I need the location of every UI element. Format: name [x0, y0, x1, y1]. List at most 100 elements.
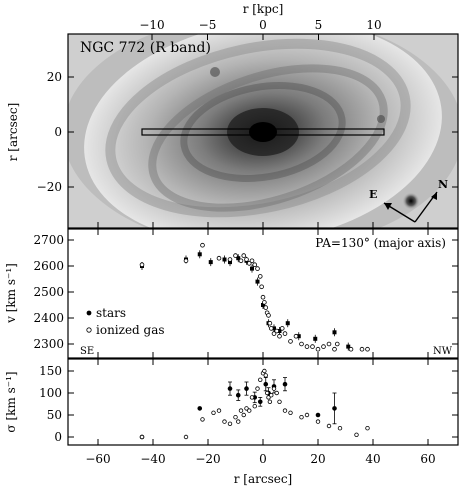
gas-dispersion-point: [315, 419, 321, 424]
bottom-axis-ticks: −60 −40 −20 0 20 40 60: [85, 222, 436, 466]
gas-velocity-point: [244, 257, 249, 262]
gas-dispersion-point: [326, 423, 332, 429]
dispersion-ytick-label: 150: [39, 364, 62, 378]
gas-dispersion-point: [249, 395, 255, 400]
dispersion-ytick-label: 50: [47, 408, 62, 422]
gas-velocity-point: [332, 346, 337, 352]
gas-dispersion-point: [252, 404, 257, 409]
gas-dispersion-point: [139, 434, 145, 440]
top-axis-label: r [kpc]: [243, 2, 284, 16]
east-arrow-icon: [384, 203, 392, 210]
gas-velocity-point: [259, 284, 264, 290]
stars-dispersion-point: [263, 381, 269, 387]
stars-dispersion-point: [227, 386, 233, 391]
legend-gas-label: ionized gas: [96, 323, 165, 337]
stars-velocity-point: [236, 256, 241, 261]
bottom-tick-label: 20: [310, 452, 325, 466]
gas-velocity-point: [293, 333, 299, 339]
dispersion-points: [139, 368, 370, 440]
velocity-ytick-label: 2400: [33, 311, 64, 325]
top-tick-label: 0: [259, 18, 267, 32]
gas-dispersion-point: [288, 410, 293, 415]
gas-dispersion-point: [304, 412, 310, 418]
stars-dispersion-point: [197, 406, 203, 411]
gas-dispersion-point: [241, 412, 246, 418]
stars-velocity-point: [228, 260, 232, 265]
gas-dispersion-point: [233, 415, 238, 420]
gas-dispersion-point: [216, 408, 222, 413]
gas-velocity-point: [233, 253, 238, 258]
gas-velocity-point: [326, 341, 332, 347]
gas-dispersion-point: [211, 410, 216, 415]
gas-velocity-point: [183, 258, 189, 264]
gas-dispersion-point: [266, 395, 271, 400]
gas-dispersion-point: [255, 386, 260, 391]
gas-dispersion-point: [271, 386, 277, 391]
gas-velocity-point: [334, 341, 340, 347]
gas-dispersion-point: [337, 426, 343, 431]
gas-velocity-point: [216, 255, 222, 261]
image-y-axis-label: r [arcsec]: [6, 103, 20, 162]
gas-dispersion-point: [236, 419, 241, 424]
stars-velocity-point: [313, 336, 318, 341]
foreground-star: [402, 192, 420, 210]
side-label-nw: NW: [433, 346, 453, 357]
galaxy-image: [68, 34, 458, 228]
top-tick-label: −5: [199, 18, 217, 32]
gas-velocity-point: [277, 333, 282, 339]
image-title: NGC 772 (R band): [80, 40, 211, 56]
gas-velocity-point: [139, 262, 145, 268]
stars-velocity-point: [296, 334, 301, 339]
gas-velocity-point: [257, 274, 263, 279]
velocity-y-axis-label: v [km s⁻¹]: [4, 263, 18, 324]
gas-velocity-point: [310, 344, 315, 349]
dispersion-y-axis-label: σ [km s⁻¹]: [4, 371, 18, 432]
gas-velocity-point: [348, 346, 354, 352]
stars-velocity-point: [277, 329, 282, 333]
image-y-ticks: 20 0 −20: [37, 70, 458, 194]
bottom-tick-label: 40: [365, 452, 380, 466]
stars-dispersion-point: [332, 406, 337, 411]
image-ytick-label: 0: [54, 125, 62, 139]
top-tick-label: 5: [315, 18, 323, 32]
gas-dispersion-point: [365, 426, 370, 431]
gas-velocity-point: [268, 326, 274, 331]
pa-label: PA=130° (major axis): [315, 236, 446, 250]
bottom-tick-label: 60: [420, 452, 435, 466]
bottom-axis-label: r [arcsec]: [234, 472, 293, 486]
legend-stars-label: stars: [96, 306, 126, 320]
gas-velocity-point: [227, 257, 233, 262]
gas-velocity-point: [266, 313, 271, 318]
gas-dispersion-point: [238, 408, 244, 413]
stars-velocity-point: [197, 252, 202, 257]
stars-dispersion-point: [282, 381, 288, 387]
gas-velocity-point: [365, 346, 370, 352]
gas-dispersion-point: [274, 390, 279, 396]
legend-open-marker: [86, 327, 92, 333]
gas-dispersion-point: [263, 373, 268, 378]
compass: E N: [369, 178, 448, 223]
dispersion-ytick-label: 0: [54, 430, 62, 444]
dispersion-panel: 150 100 50 0 σ [km s⁻¹]: [4, 358, 459, 446]
gas-velocity-point: [241, 253, 247, 258]
gas-velocity-point: [263, 305, 269, 310]
bottom-tick-label: 0: [259, 452, 267, 466]
velocity-panel: 2700 2600 2500 2400 2300 v [km s⁻¹] PA=1…: [4, 228, 459, 359]
stars-velocity-point: [261, 303, 265, 307]
stars-dispersion-point: [257, 399, 263, 405]
gas-dispersion-point: [277, 399, 282, 404]
velocity-legend: stars ionized gas: [86, 306, 165, 337]
stars-dispersion-point: [244, 386, 249, 391]
dispersion-ytick-label: 100: [39, 386, 62, 400]
velocity-ytick-label: 2700: [33, 233, 64, 247]
top-tick-label: −10: [139, 18, 164, 32]
compass-east-label: E: [369, 188, 377, 201]
velocity-points: [139, 242, 370, 352]
gas-dispersion-point: [247, 408, 252, 413]
bottom-tick-label: −20: [195, 452, 220, 466]
gas-dispersion-point: [244, 406, 249, 411]
gas-velocity-point: [288, 339, 293, 344]
gas-velocity-point: [262, 300, 267, 305]
gas-dispersion-point: [262, 368, 267, 374]
stars-velocity-point: [285, 321, 290, 326]
